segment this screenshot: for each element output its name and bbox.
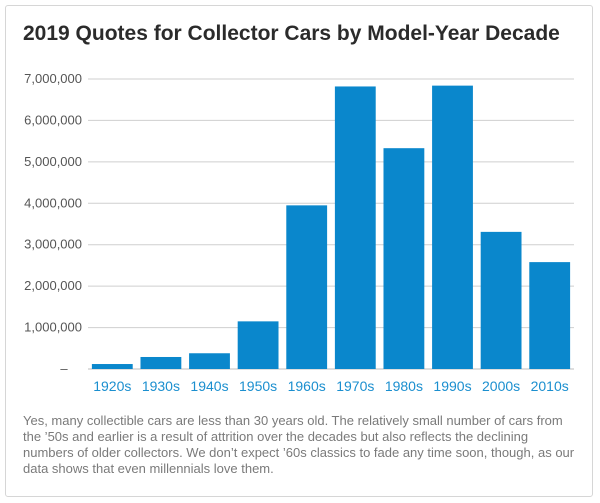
bar-1980s: [383, 148, 425, 369]
x-tick-label: 1960s: [288, 378, 326, 394]
bar-1990s: [432, 85, 473, 369]
y-tick-label: 5,000,000: [24, 154, 82, 169]
bar-chart: – 1,000,000 2,000,000 3,000,000 4,000,000 5,0…: [24, 71, 574, 394]
y-tick-label: 4,000,000: [24, 195, 82, 210]
x-tick-label: 1950s: [239, 378, 277, 394]
bar-1970s: [334, 86, 376, 369]
x-tick-label: 1930s: [142, 378, 180, 394]
bar-2010s: [529, 262, 571, 369]
y-tick-label: 2,000,000: [24, 278, 82, 293]
y-tick-label: –: [60, 361, 68, 376]
x-axis-ticks: 1920s 1930s 1940s 1950s 1960s 1970s 1980s 1990s…: [93, 378, 569, 394]
y-tick-label: 1,000,000: [24, 320, 82, 335]
chart-title: 2019 Quotes for Collector Cars by Model-…: [23, 22, 560, 45]
bar-1960s: [286, 205, 328, 369]
bar-1920s: [91, 364, 133, 369]
x-tick-label: 1990s: [433, 378, 471, 394]
x-tick-label: 1940s: [190, 378, 228, 394]
x-tick-label: 2000s: [482, 378, 520, 394]
y-tick-label: 3,000,000: [24, 237, 82, 252]
y-tick-label: 6,000,000: [24, 112, 82, 127]
bars: [91, 85, 571, 369]
bar-2000s: [480, 231, 522, 369]
y-tick-label: 7,000,000: [24, 71, 82, 86]
x-tick-label: 1980s: [385, 378, 423, 394]
x-tick-label: 2010s: [531, 378, 569, 394]
chart-caption: Yes, many collectible cars are less than…: [23, 413, 575, 476]
x-tick-label: 1920s: [93, 378, 131, 394]
bar-1950s: [237, 321, 279, 369]
bar-1940s: [189, 353, 230, 369]
x-tick-label: 1970s: [336, 378, 374, 394]
y-axis-ticks: – 1,000,000 2,000,000 3,000,000 4,000,000 5,0…: [24, 71, 82, 376]
bar-1930s: [140, 356, 182, 369]
